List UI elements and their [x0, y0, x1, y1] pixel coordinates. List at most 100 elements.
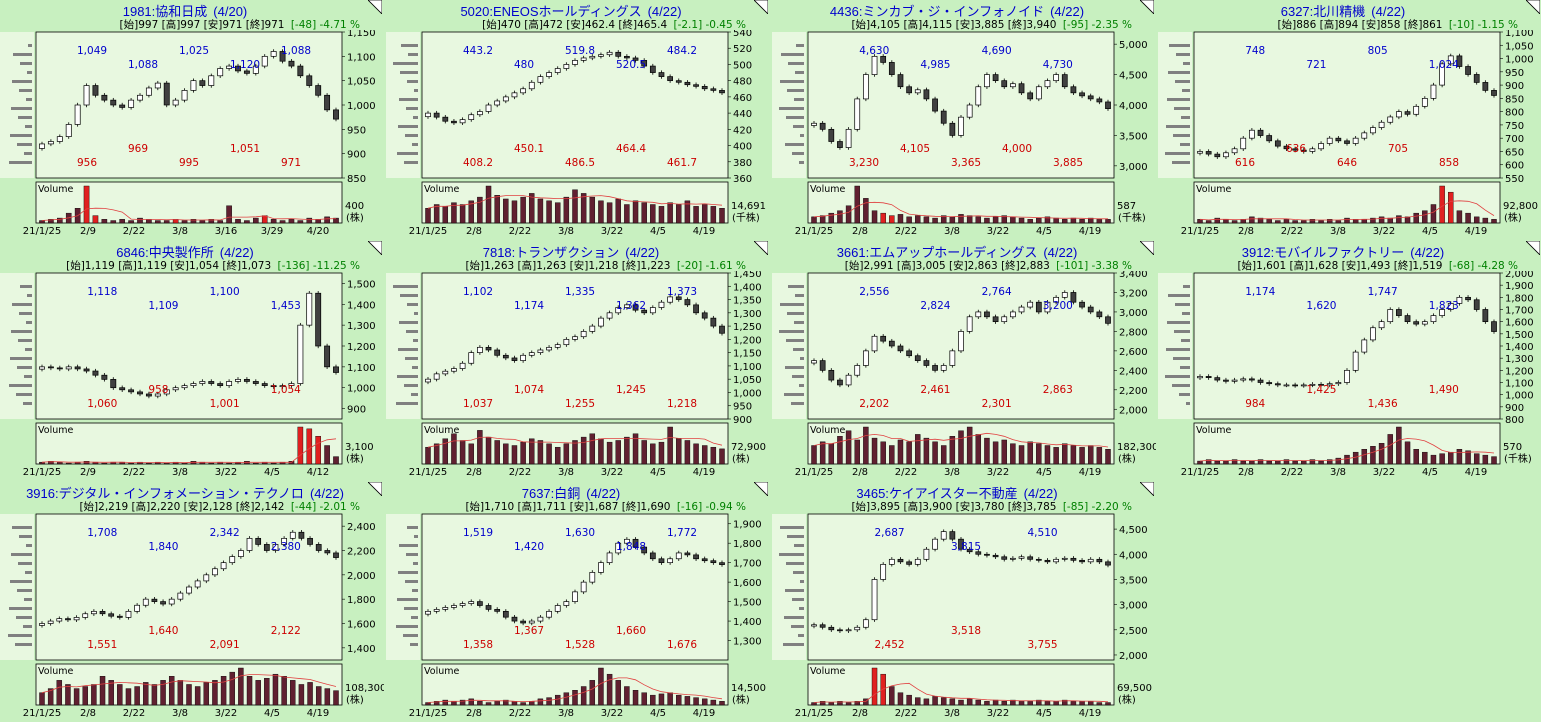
ohlc-info: [始]2,219 [高]2,220 [安]2,128 [終]2,142 [-44… [0, 499, 360, 514]
chart-title[interactable]: 4436:ミンカブ・ジ・インフォノイド (4/22) [772, 1, 1142, 20]
candle [1205, 151, 1212, 155]
volume-bar [719, 701, 725, 706]
chart-title[interactable]: 5020:ENEOSホールディングス (4/22) [386, 1, 756, 20]
profile-bar [27, 294, 32, 297]
stock-chart-panel[interactable]: 1981:協和日成 (4/20) [始]997 [高]997 [安]971 [終]9… [0, 0, 384, 238]
candlestick-chart[interactable]: 5,000 4,500 4,000 3,500 3,000 4,630 4,985 4,690… [772, 30, 1156, 235]
volume-bar [1096, 447, 1103, 465]
profile-bar [1176, 53, 1190, 56]
ohlc-value: [高]1,263 [517, 260, 570, 272]
volume-bar [589, 433, 596, 465]
candle [1404, 315, 1411, 323]
x-tick-label: 3/8 [1330, 467, 1346, 476]
corner-fold-icon[interactable] [1140, 482, 1154, 496]
chart-title[interactable]: 7818:トランザクション (4/22) [386, 242, 756, 261]
profile-bar [396, 402, 418, 405]
corner-fold-icon[interactable] [754, 241, 768, 255]
corner-fold-icon[interactable] [1140, 0, 1154, 14]
stock-chart-panel[interactable]: 6846:中央製作所 (4/22) [始]1,119 [高]1,119 [安]1,0… [0, 241, 384, 479]
candle [1473, 299, 1480, 310]
chart-title[interactable]: 3661:エムアップホールディングス (4/22) [772, 242, 1142, 261]
stock-chart-panel[interactable]: 7818:トランザクション (4/22) [始]1,263 [高]1,263 [安]… [386, 241, 770, 479]
candlestick-chart[interactable]: 1,500 1,400 1,300 1,200 1,100 1,000 900 1,118 1,… [0, 271, 384, 476]
stock-chart-panel[interactable]: 7637:白銅 (4/22) [始]1,710 [高]1,711 [安]1,687 … [386, 482, 770, 720]
candle [675, 552, 682, 560]
corner-fold-icon[interactable] [1140, 241, 1154, 255]
stock-chart-panel[interactable]: 3912:モバイルファクトリー (4/22) [始]1,601 [高]1,628 [… [1158, 241, 1541, 479]
candlestick-chart[interactable]: 1,450 1,400 1,350 1,300 1,250 1,200 1,150 1,100… [386, 271, 770, 476]
volume-bar [1292, 460, 1298, 465]
profile-bar [412, 143, 418, 146]
volume-plot-area [1193, 181, 1501, 224]
corner-fold-icon[interactable] [1526, 0, 1540, 14]
x-tick-label: 21/1/25 [23, 708, 62, 717]
volume-bar [485, 436, 492, 465]
profile-bar [11, 330, 32, 333]
y-tick-label: 1,800 [1505, 293, 1534, 304]
ohlc-value: [高]3,900 [903, 501, 956, 513]
chart-title[interactable]: 6327:北川精機 (4/22) [1158, 1, 1528, 20]
candlestick-chart[interactable]: 4,500 4,000 3,500 3,000 2,500 2,000 2,687 3,815… [772, 512, 1156, 717]
stock-chart-panel[interactable]: 6327:北川精機 (4/22) [始]886 [高]894 [安]858 [終]8… [1158, 0, 1541, 238]
profile-bar [398, 125, 418, 128]
profile-bar [800, 580, 804, 583]
profile-bar [800, 134, 804, 137]
volume-bar [226, 462, 232, 465]
volume-scale-value: 92,800 [1503, 201, 1538, 212]
volume-bar [615, 440, 621, 465]
chart-title[interactable]: 6846:中央製作所 (4/22) [0, 242, 370, 261]
stock-chart-panel[interactable]: 3465:ケイアイスター不動産 (4/22) [始]3,895 [高]3,900 [… [772, 482, 1156, 720]
candle [442, 116, 449, 122]
stock-code: 3916: [26, 486, 59, 501]
candlestick-chart[interactable]: 1,900 1,800 1,700 1,600 1,500 1,400 1,300 1,519… [386, 512, 770, 717]
stock-chart-panel[interactable]: 4436:ミンカブ・ジ・インフォノイド (4/22) [始]4,105 [高]4,1… [772, 0, 1156, 238]
candlestick-chart[interactable]: 3,400 3,200 3,000 2,800 2,600 2,400 2,200 2,000… [772, 271, 1156, 476]
ohlc-value: [安]2,128 [183, 501, 236, 513]
volume-bar [83, 461, 90, 465]
candle [181, 90, 188, 101]
volume-bar [529, 438, 535, 465]
stock-chart-panel[interactable]: 3916:デジタル・インフォメーション・テクノロ (4/22) [始]2,219 [… [0, 482, 384, 720]
candlestick-chart[interactable]: 540 520 500 480 460 440 420 400 380 360 443.2 480 51… [386, 30, 770, 235]
candle [589, 325, 596, 332]
candle [324, 550, 331, 554]
volume-bar [485, 185, 492, 224]
profile-bar [1173, 357, 1190, 360]
chart-title[interactable]: 7637:白銅 (4/22) [386, 483, 756, 502]
volume-bar [272, 673, 279, 706]
corner-fold-icon[interactable] [368, 482, 382, 496]
profile-bar [1175, 303, 1190, 306]
x-tick-label: 21/1/25 [1181, 226, 1220, 235]
corner-fold-icon[interactable] [368, 0, 382, 14]
chart-title[interactable]: 3912:モバイルファクトリー (4/22) [1158, 242, 1528, 261]
candlestick-chart[interactable]: 1,150 1,100 1,050 1,000 950 900 850 1,049 1,088 1… [0, 30, 384, 235]
stock-chart-panel[interactable]: 3661:エムアップホールディングス (4/22) [始]2,991 [高]3,00… [772, 241, 1156, 479]
candle [154, 393, 161, 397]
high-label: 1,519 [463, 527, 493, 539]
chart-title[interactable]: 1981:協和日成 (4/20) [0, 1, 370, 20]
volume-bar [923, 698, 930, 706]
x-tick-label: 21/1/25 [1181, 467, 1220, 476]
candlestick-chart[interactable]: 2,400 2,200 2,000 1,800 1,600 1,400 1,708 1,840… [0, 512, 384, 717]
candlestick-chart[interactable]: 1,100 1,050 1,000 950 900 850 800 750 700 650 600 5… [1158, 30, 1541, 235]
profile-bar [16, 393, 32, 396]
ohlc-value: [終]1,223 [621, 260, 674, 272]
candle [1352, 351, 1359, 371]
candle [1231, 379, 1238, 382]
x-tick-label: 4/5 [1036, 226, 1052, 235]
corner-fold-icon[interactable] [754, 482, 768, 496]
stock-name: ENEOSホールディングス [492, 4, 642, 19]
candle [160, 601, 166, 605]
volume-bar [641, 692, 647, 706]
volume-bar [572, 189, 578, 224]
corner-fold-icon[interactable] [1526, 241, 1540, 255]
chart-title[interactable]: 3916:デジタル・インフォメーション・テクノロ (4/22) [0, 483, 370, 502]
corner-fold-icon[interactable] [368, 241, 382, 255]
volume-bar [137, 217, 143, 224]
candle [1387, 309, 1394, 323]
stock-chart-panel[interactable]: 5020:ENEOSホールディングス (4/22) [始]470 [高]472 [安… [386, 0, 770, 238]
corner-fold-icon[interactable] [754, 0, 768, 14]
chart-title[interactable]: 3465:ケイアイスター不動産 (4/22) [772, 483, 1142, 502]
candle [624, 55, 630, 59]
